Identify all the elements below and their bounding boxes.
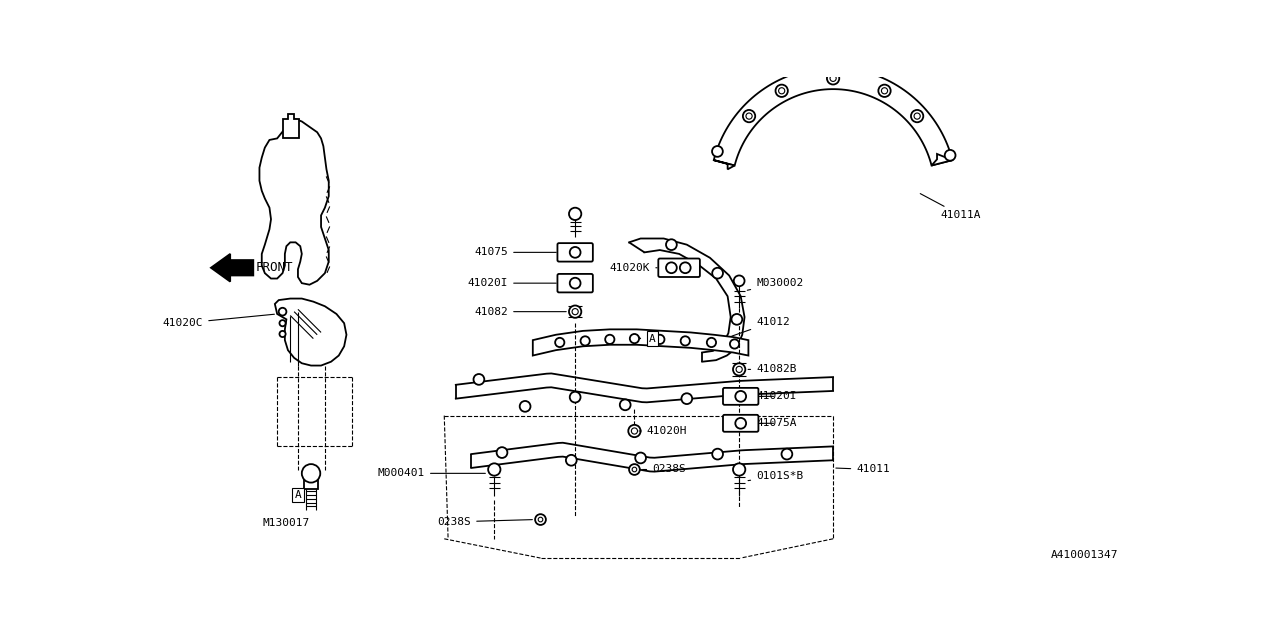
Text: M030002: M030002	[748, 278, 804, 291]
Text: 0101S*B: 0101S*B	[748, 470, 804, 481]
Circle shape	[742, 393, 754, 404]
Circle shape	[681, 336, 690, 346]
Text: A: A	[294, 490, 301, 500]
Text: 41020I: 41020I	[467, 278, 557, 288]
Circle shape	[742, 110, 755, 122]
Circle shape	[655, 335, 664, 344]
Circle shape	[730, 339, 739, 349]
Circle shape	[733, 364, 745, 376]
Polygon shape	[305, 477, 317, 489]
Circle shape	[878, 84, 891, 97]
Circle shape	[628, 464, 640, 475]
Circle shape	[570, 247, 581, 258]
Circle shape	[735, 391, 746, 402]
FancyBboxPatch shape	[723, 388, 759, 405]
Circle shape	[620, 399, 631, 410]
Circle shape	[566, 455, 577, 466]
Circle shape	[572, 308, 579, 315]
Circle shape	[630, 334, 639, 343]
Text: 41012: 41012	[732, 317, 790, 336]
Text: FRONT: FRONT	[256, 261, 293, 275]
Circle shape	[279, 320, 285, 326]
Circle shape	[570, 208, 581, 220]
Text: 41082: 41082	[475, 307, 566, 317]
Circle shape	[666, 262, 677, 273]
Circle shape	[746, 113, 753, 119]
Circle shape	[945, 150, 955, 161]
Circle shape	[782, 449, 792, 460]
Circle shape	[680, 262, 691, 273]
Polygon shape	[932, 154, 952, 166]
Circle shape	[911, 110, 923, 122]
Circle shape	[302, 464, 320, 483]
Circle shape	[279, 331, 285, 337]
Circle shape	[474, 374, 484, 385]
Circle shape	[605, 335, 614, 344]
FancyBboxPatch shape	[558, 274, 593, 292]
Circle shape	[488, 463, 500, 476]
Circle shape	[632, 467, 636, 472]
Circle shape	[681, 393, 692, 404]
Circle shape	[581, 336, 590, 346]
Text: 41020K: 41020K	[609, 263, 657, 273]
Circle shape	[666, 239, 677, 250]
Text: 41082B: 41082B	[748, 364, 796, 374]
Text: A410001347: A410001347	[1051, 550, 1117, 561]
Circle shape	[776, 84, 788, 97]
Text: M000401: M000401	[378, 468, 485, 478]
Circle shape	[635, 452, 646, 463]
FancyBboxPatch shape	[658, 259, 700, 277]
Text: 41011: 41011	[836, 465, 890, 474]
Circle shape	[570, 305, 581, 318]
Circle shape	[778, 88, 785, 94]
Text: 41011A: 41011A	[920, 194, 982, 220]
Text: 0238S: 0238S	[438, 517, 532, 527]
Polygon shape	[283, 114, 300, 138]
FancyBboxPatch shape	[558, 243, 593, 262]
Circle shape	[631, 428, 637, 434]
Circle shape	[712, 146, 723, 157]
Polygon shape	[275, 298, 347, 365]
FancyBboxPatch shape	[723, 415, 759, 432]
Circle shape	[733, 275, 745, 286]
Polygon shape	[260, 119, 329, 285]
Circle shape	[736, 366, 742, 372]
Circle shape	[712, 268, 723, 278]
Circle shape	[538, 517, 543, 522]
Circle shape	[829, 76, 836, 81]
Text: 41075A: 41075A	[756, 419, 796, 428]
Text: 41075: 41075	[475, 247, 557, 257]
Circle shape	[712, 449, 723, 460]
Circle shape	[570, 392, 581, 403]
Text: 0238S: 0238S	[643, 465, 686, 474]
Circle shape	[535, 514, 545, 525]
Circle shape	[731, 314, 742, 324]
Circle shape	[735, 418, 746, 429]
Polygon shape	[532, 330, 749, 356]
Circle shape	[914, 113, 920, 119]
Text: A: A	[649, 333, 655, 344]
Polygon shape	[211, 254, 253, 282]
Circle shape	[707, 338, 716, 347]
Text: 41020C: 41020C	[163, 314, 274, 328]
Circle shape	[520, 401, 530, 412]
Polygon shape	[714, 160, 735, 170]
Text: 41020I: 41020I	[756, 391, 796, 401]
Circle shape	[279, 308, 287, 316]
Circle shape	[556, 338, 564, 347]
Circle shape	[497, 447, 507, 458]
Circle shape	[628, 425, 640, 437]
Circle shape	[733, 463, 745, 476]
Circle shape	[882, 88, 887, 94]
Text: M130017: M130017	[262, 518, 310, 529]
Text: 41020H: 41020H	[639, 426, 687, 436]
Circle shape	[827, 72, 840, 84]
Circle shape	[570, 278, 581, 289]
